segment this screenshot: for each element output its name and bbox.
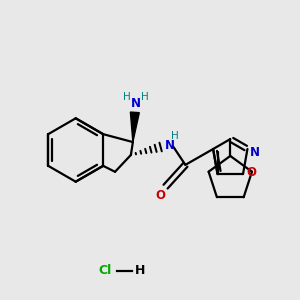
Text: N: N xyxy=(164,139,175,152)
Text: H: H xyxy=(123,92,131,101)
Polygon shape xyxy=(130,112,139,142)
Text: Cl: Cl xyxy=(99,264,112,278)
Text: N: N xyxy=(250,146,260,160)
Text: H: H xyxy=(171,131,178,141)
Text: H: H xyxy=(141,92,148,101)
Text: N: N xyxy=(131,97,141,110)
Text: O: O xyxy=(246,166,256,178)
Text: H: H xyxy=(135,264,145,278)
Text: O: O xyxy=(156,189,166,202)
